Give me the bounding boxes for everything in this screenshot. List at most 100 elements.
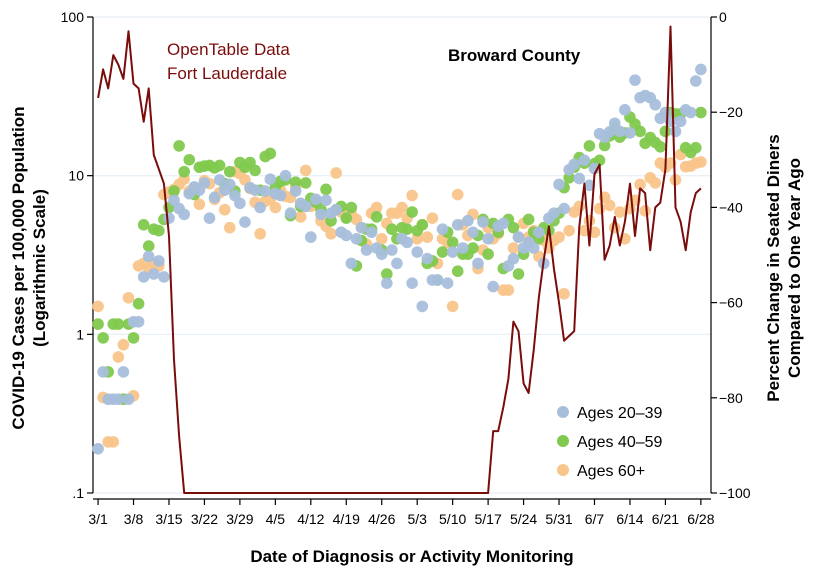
x-tick-label-1: 3/8 bbox=[124, 511, 144, 527]
point-series-0-38 bbox=[284, 207, 297, 220]
point-series-0-5 bbox=[117, 366, 130, 378]
point-series-1-74 bbox=[467, 242, 479, 254]
point-series-0-87 bbox=[532, 226, 545, 239]
legend-label-ages-40-59: Ages 40–59 bbox=[577, 434, 663, 451]
point-series-0-56 bbox=[375, 248, 388, 260]
x-tick-label-12: 5/24 bbox=[510, 511, 537, 527]
point-series-0-62 bbox=[406, 277, 418, 290]
point-series-2-63 bbox=[411, 233, 423, 245]
point-series-2-103 bbox=[614, 206, 626, 218]
point-series-0-64 bbox=[416, 300, 429, 313]
point-series-1-83 bbox=[512, 268, 525, 280]
x-tick-label-2: 3/15 bbox=[155, 511, 182, 527]
point-series-0-75 bbox=[472, 257, 484, 270]
point-series-0-72 bbox=[456, 242, 469, 254]
point-series-0-105 bbox=[624, 127, 636, 139]
point-series-1-61 bbox=[401, 223, 413, 235]
point-series-0-92 bbox=[558, 202, 570, 215]
point-series-1-39 bbox=[289, 176, 302, 188]
point-series-0-45 bbox=[320, 194, 332, 207]
point-series-0-96 bbox=[578, 154, 591, 167]
point-series-0-90 bbox=[548, 207, 560, 220]
y-right-tick-label-0: 0 bbox=[719, 9, 727, 25]
point-series-1-41 bbox=[299, 177, 312, 189]
point-series-0-52 bbox=[355, 221, 368, 234]
point-series-2-110 bbox=[649, 177, 662, 189]
point-series-0-43 bbox=[310, 193, 322, 206]
point-series-0-1 bbox=[97, 366, 109, 378]
legend-label-ages-60-plus: Ages 60+ bbox=[577, 463, 645, 480]
point-series-0-4 bbox=[112, 393, 125, 406]
x-tick-label-3: 3/22 bbox=[191, 511, 218, 527]
y-right-axis-title-line-2: Compared to One Year Ago bbox=[785, 158, 804, 378]
point-series-2-66 bbox=[426, 212, 439, 224]
point-series-1-8 bbox=[132, 297, 145, 310]
point-series-1-18 bbox=[183, 153, 196, 166]
point-series-0-70 bbox=[446, 246, 459, 258]
point-series-1-17 bbox=[178, 165, 190, 178]
point-series-0-28 bbox=[234, 197, 246, 210]
point-series-1-1 bbox=[97, 332, 109, 344]
point-series-0-98 bbox=[588, 162, 601, 175]
x-tick-label-13: 5/31 bbox=[545, 511, 572, 527]
point-series-1-10 bbox=[142, 240, 155, 252]
point-series-0-95 bbox=[573, 172, 586, 185]
point-series-0-41 bbox=[299, 200, 312, 213]
point-series-2-0 bbox=[92, 300, 104, 313]
point-series-1-45 bbox=[320, 183, 332, 196]
point-series-0-44 bbox=[315, 208, 327, 221]
point-series-0-117 bbox=[684, 106, 697, 119]
point-series-1-7 bbox=[127, 332, 140, 344]
point-series-0-63 bbox=[411, 246, 423, 258]
x-axis-title: Date of Diagnosis or Activity Monitoring bbox=[250, 547, 573, 566]
point-series-2-62 bbox=[406, 189, 418, 202]
y-left-tick-label-1: 1 bbox=[76, 326, 84, 342]
point-series-0-51 bbox=[350, 233, 363, 245]
point-series-0-68 bbox=[436, 223, 449, 235]
point-series-2-107 bbox=[634, 178, 646, 191]
legend-marker-ages-60-plus bbox=[557, 464, 569, 476]
point-series-0-91 bbox=[553, 178, 565, 191]
point-series-0-101 bbox=[603, 126, 616, 138]
x-tick-label-14: 6/7 bbox=[585, 511, 605, 527]
point-series-2-81 bbox=[502, 284, 515, 296]
opentable-line bbox=[97, 25, 702, 494]
point-series-1-15 bbox=[168, 185, 180, 197]
point-series-2-25 bbox=[218, 203, 231, 216]
point-series-1-118 bbox=[690, 141, 702, 154]
x-tick-label-16: 6/21 bbox=[652, 511, 679, 527]
x-tick-label-4: 3/29 bbox=[226, 511, 253, 527]
point-series-2-60 bbox=[396, 201, 408, 214]
point-series-2-95 bbox=[573, 200, 586, 213]
point-series-2-92 bbox=[558, 288, 570, 300]
point-series-0-49 bbox=[340, 229, 353, 242]
point-series-1-111 bbox=[654, 141, 667, 153]
point-series-2-98 bbox=[588, 226, 601, 239]
point-series-2-108 bbox=[639, 205, 651, 217]
point-series-2-65 bbox=[421, 231, 434, 243]
point-series-2-91 bbox=[553, 231, 565, 243]
point-series-0-74 bbox=[467, 226, 479, 239]
point-series-1-31 bbox=[249, 164, 261, 177]
point-series-0-9 bbox=[137, 271, 150, 283]
y-left-tick-label-2: 10 bbox=[68, 168, 84, 184]
point-series-0-86 bbox=[527, 242, 540, 254]
point-series-2-41 bbox=[299, 164, 312, 177]
point-series-1-0 bbox=[92, 318, 104, 330]
y-left-tick-labels: .1 1 10 100 bbox=[61, 9, 85, 501]
point-series-1-4 bbox=[112, 318, 125, 330]
point-series-0-82 bbox=[507, 252, 520, 265]
point-series-0-61 bbox=[401, 236, 413, 249]
axes bbox=[87, 16, 717, 505]
point-series-0-14 bbox=[163, 212, 175, 224]
point-series-0-26 bbox=[223, 178, 236, 191]
point-series-0-104 bbox=[619, 104, 631, 116]
annotation-line-1: OpenTable Data bbox=[167, 40, 290, 59]
point-series-0-65 bbox=[421, 252, 434, 265]
point-series-1-49 bbox=[340, 212, 353, 224]
point-series-1-9 bbox=[137, 219, 150, 231]
y-right-axis-title-line-1: Percent Change in Seated Diners bbox=[764, 134, 783, 401]
point-series-0-42 bbox=[305, 231, 317, 243]
point-series-2-102 bbox=[608, 221, 621, 234]
